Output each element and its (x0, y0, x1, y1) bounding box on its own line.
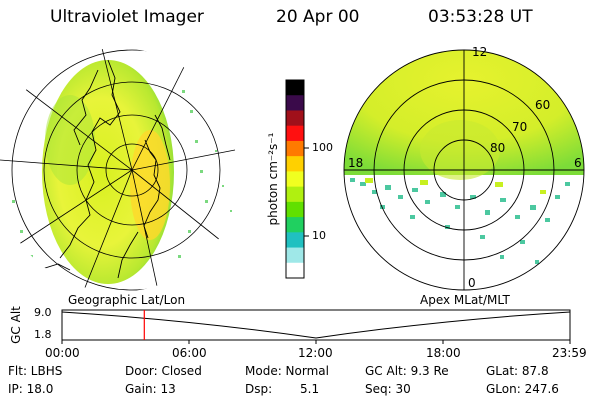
time-label: 03:53:28 UT (428, 7, 533, 27)
info-seq: Seq: 30 (365, 382, 411, 396)
info-dsp-value: 5.1 (300, 382, 320, 396)
info-dsp-label: Dsp: (245, 382, 273, 396)
info-ip: IP: 18.0 (8, 382, 54, 396)
info-door: Door: Closed (125, 364, 202, 378)
mlt-label-bottom: 0 (468, 276, 476, 290)
date-label: 20 Apr 00 (276, 7, 360, 27)
colorbar-band (286, 140, 304, 157)
mlat-ring-70: 70 (512, 120, 528, 134)
info-gain: Gain: 13 (125, 382, 176, 396)
colorbar-band (286, 232, 304, 249)
colorbar (286, 80, 304, 279)
colorbar-band (286, 171, 304, 188)
time-tick-1800: 18:00 (426, 346, 461, 360)
mlat-ring-60: 60 (535, 98, 551, 112)
latitude-circles (11, 49, 240, 291)
colorbar-band (286, 125, 304, 142)
mlt-axes (344, 50, 584, 290)
info-mode: Mode: Normal (245, 364, 329, 378)
apex-projection-label: Apex MLat/MLT (420, 293, 510, 307)
info-glat: GLat: 87.8 (486, 364, 549, 378)
mlt-label-top: 12 (472, 45, 488, 59)
altitude-ylabel: GC Alt (9, 306, 23, 344)
mlt-label-left: 18 (348, 156, 364, 170)
info-filter: Flt: LBHS (8, 364, 63, 378)
time-tick-0000: 00:00 (45, 346, 80, 360)
time-tick-2359: 23:59 (552, 346, 587, 360)
colorbar-band (286, 110, 304, 127)
colorbar-band (286, 156, 304, 172)
geographic-projection-label: Geographic Lat/Lon (68, 293, 186, 307)
time-tick-0600: 06:00 (172, 346, 207, 360)
colorbar-frame (285, 79, 305, 279)
geographic-map (0, 48, 240, 292)
colorbar-band (286, 247, 304, 264)
info-glon: GLon: 247.6 (486, 382, 559, 396)
colorbar-tick-100: 100 (312, 141, 333, 154)
altitude-ytick-max: 9.0 (34, 306, 52, 319)
apex-map (343, 49, 585, 291)
app-title: Ultraviolet Imager (50, 7, 204, 27)
colorbar-band (286, 201, 304, 218)
mlat-ring-80: 80 (490, 141, 506, 155)
colorbar-band (286, 95, 304, 111)
colorbar-tick-10: 10 (312, 229, 326, 242)
apex-speckles (350, 178, 570, 264)
altitude-plot (61, 309, 571, 344)
colorbar-band (286, 262, 304, 279)
longitude-lines (0, 48, 236, 292)
info-gc-alt: GC Alt: 9.3 Re (365, 364, 449, 378)
colorbar-band (286, 217, 304, 233)
altitude-ytick-min: 1.8 (34, 328, 52, 341)
mlt-label-right: 6 (574, 156, 582, 170)
altitude-plot-frame (61, 309, 571, 341)
colorbar-band (286, 186, 304, 203)
time-tick-1200: 12:00 (298, 346, 333, 360)
colorbar-unit-label: photon cm⁻²s⁻¹ (266, 132, 280, 226)
colorbar-band (286, 80, 304, 96)
altitude-curve (61, 311, 571, 339)
